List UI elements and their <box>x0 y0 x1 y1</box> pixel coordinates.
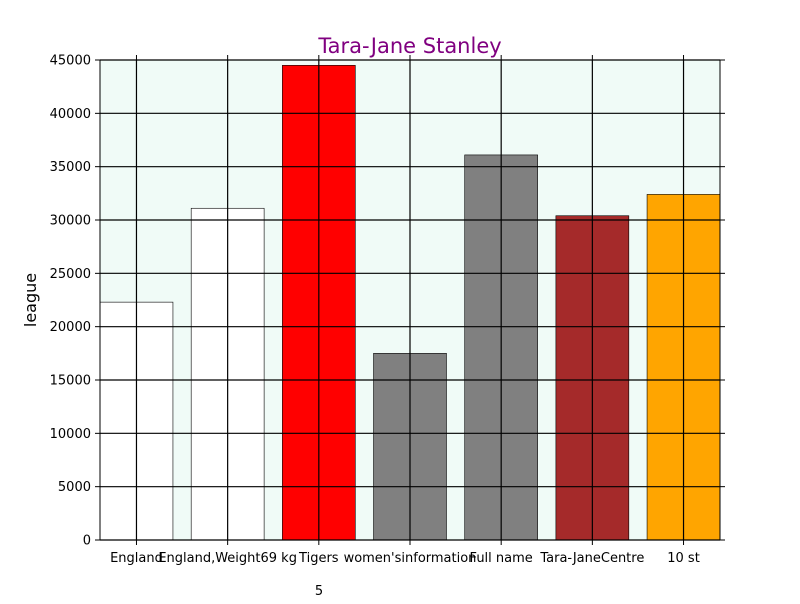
y-tick-label: 40000 <box>50 107 91 122</box>
y-tick-label: 45000 <box>50 54 91 69</box>
x-tick-label: women'sinformation <box>344 551 477 566</box>
y-tick-label: 35000 <box>50 160 91 175</box>
x-tick-label: Tara-JaneCentre <box>539 551 644 566</box>
y-tick-label: 10000 <box>50 427 91 442</box>
x-tick-label: England <box>110 551 163 566</box>
y-axis-label: league <box>21 273 40 327</box>
y-tick-label: 15000 <box>50 374 91 389</box>
y-tick-label: 30000 <box>50 214 91 229</box>
x-tick-label: England,Weight69 kg <box>158 551 297 566</box>
x-tick-label: 10 st <box>667 551 700 566</box>
chart-title: Tara-Jane Stanley <box>317 34 501 58</box>
x-axis-label: 5 <box>315 584 323 599</box>
x-tick-label: Tigers <box>298 551 339 566</box>
y-tick-label: 5000 <box>58 480 91 495</box>
ticks-layer: 0 5000 10000 15000 20000 25000 30000 35000 40000… <box>50 54 725 566</box>
x-tick-label: Full name <box>470 551 533 566</box>
y-tick-label: 20000 <box>50 320 91 335</box>
y-tick-label: 25000 <box>50 267 91 282</box>
y-tick-label: 0 <box>83 534 91 549</box>
